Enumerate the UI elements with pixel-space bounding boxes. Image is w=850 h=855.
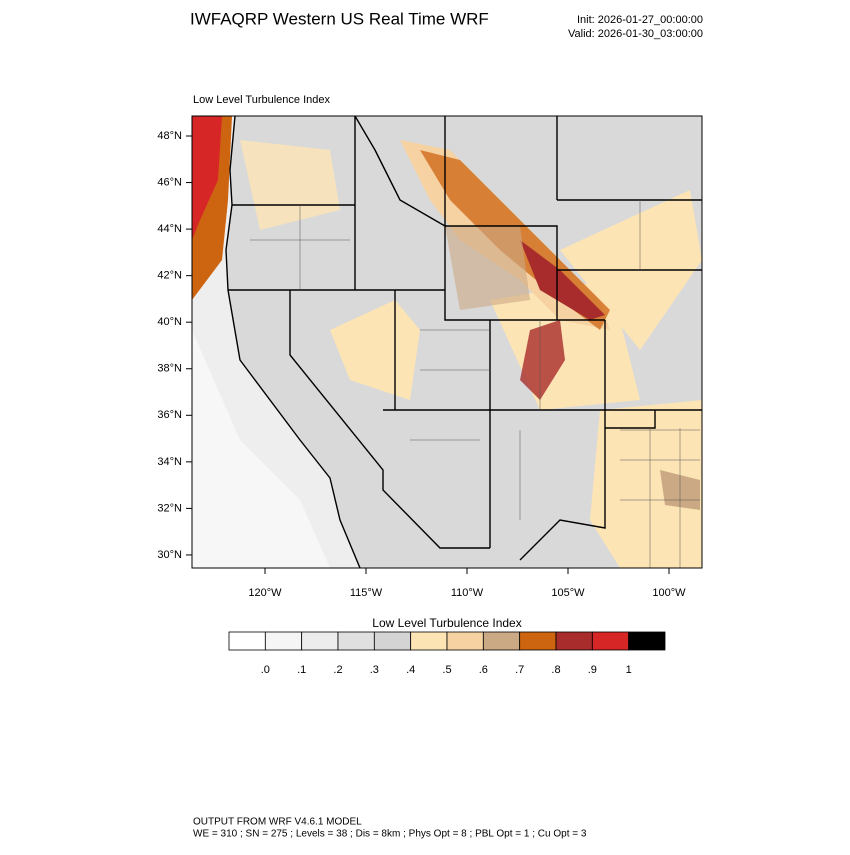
colorbar-box [628,631,666,651]
lon-label: 110°W [451,587,484,599]
colorbar-label: .4 [406,664,415,676]
colorbar-label: .5 [442,664,451,676]
colorbar-label: .7 [515,664,524,676]
colorbar-box [519,631,557,651]
colorbar-label: .3 [370,664,379,676]
lon-label: 100°W [652,587,686,599]
colorbar-box [555,631,593,651]
colorbar-box [301,631,339,651]
colorbar-label: .0 [261,664,270,676]
title: IWFAQRP Western US Real Time WRF [190,9,489,28]
footer-line: WE = 310 ; SN = 275 ; Levels = 38 ; Dis … [193,829,587,840]
colorbar-box [410,631,448,651]
lat-label: 38°N [157,363,182,375]
map-frame [191,115,703,569]
map-subtitle: Low Level Turbulence Index [193,94,330,106]
lon-label: 105°W [551,587,585,599]
colorbar-label: .2 [333,664,342,676]
colorbar-label: .9 [588,664,597,676]
colorbar-box [373,631,412,651]
lat-label: 46°N [157,176,182,188]
colorbar-label: .8 [551,664,560,676]
colorbar-label: 1 [626,664,632,676]
colorbar-title: Low Level Turbulence Index [372,616,521,630]
colorbar-box [264,631,303,651]
lon-label: 120°W [248,587,282,599]
init-time: Init: 2026-01-27_00:00:00 [577,14,703,26]
lat-label: 40°N [157,316,182,328]
lat-label: 36°N [157,409,182,421]
map [192,116,702,568]
colorbar-box [482,631,521,651]
footer-line: OUTPUT FROM WRF V4.6.1 MODEL [193,817,362,828]
lat-label: 42°N [157,270,182,282]
lat-label: 32°N [157,502,182,514]
lat-label: 48°N [157,130,182,142]
colorbar-box [337,631,375,651]
colorbar-label: .1 [297,664,306,676]
lat-label: 30°N [157,549,182,561]
colorbar-box [228,631,266,651]
lat-label: 44°N [157,223,182,235]
lon-label: 115°W [350,587,383,599]
colorbar-box [591,631,630,651]
colorbar-box [446,631,484,651]
lat-label: 34°N [157,456,182,468]
colorbar-label: .6 [479,664,488,676]
valid-time: Valid: 2026-01-30_03:00:00 [568,28,703,40]
